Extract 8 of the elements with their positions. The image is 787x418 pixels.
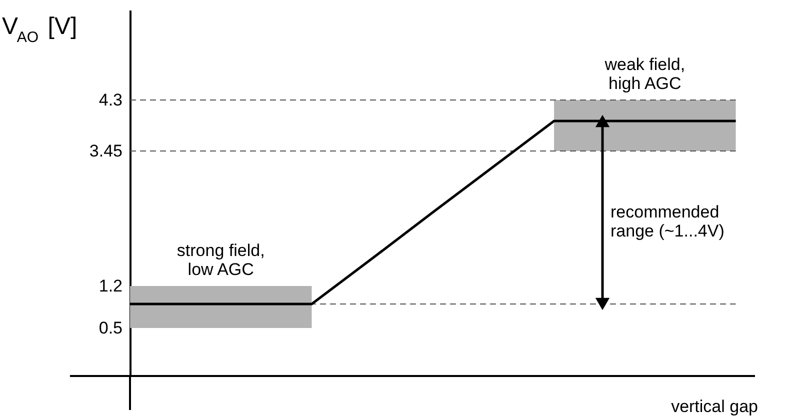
annotation: recommended range (~1...4V)	[610, 202, 724, 240]
annotation: weak field, high AGC	[604, 55, 686, 93]
y-tick-label: 4.3	[98, 90, 122, 110]
y-tick-label: 1.2	[98, 276, 122, 296]
y-tick-label: 0.5	[98, 318, 122, 338]
y-tick-label: 3.45	[89, 142, 122, 160]
x-axis-title: vertical gap	[671, 397, 758, 416]
annotation: strong field, low AGC	[176, 241, 265, 279]
